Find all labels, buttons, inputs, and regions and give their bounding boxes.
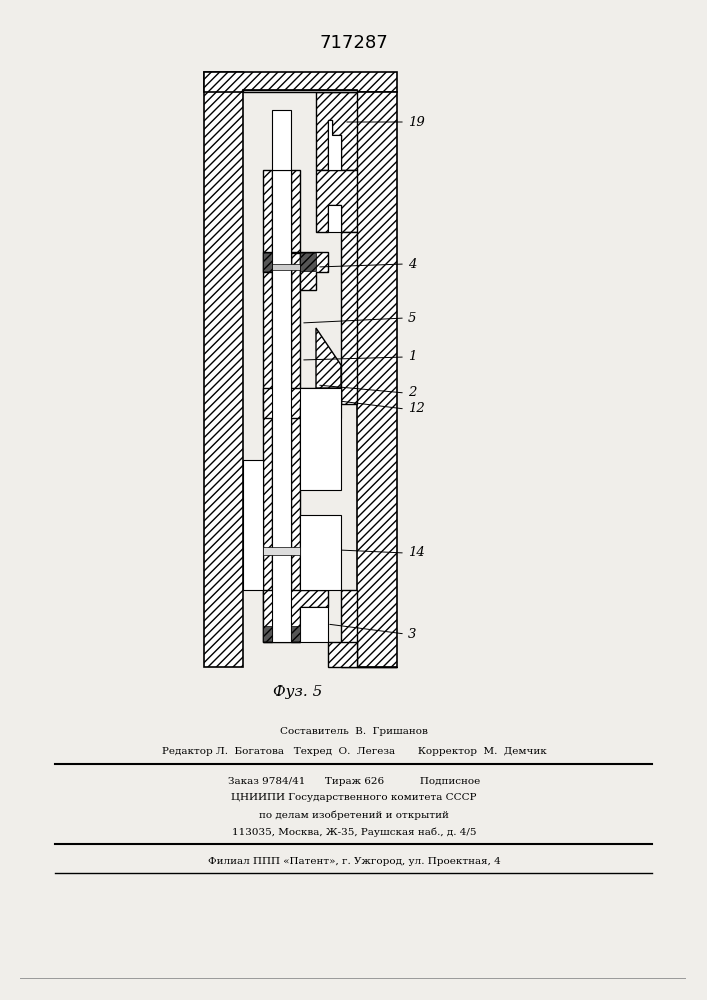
Polygon shape <box>341 590 357 667</box>
Polygon shape <box>300 404 341 418</box>
Text: Составитель  В.  Гришанов: Составитель В. Гришанов <box>280 728 428 736</box>
Text: 717287: 717287 <box>320 34 388 52</box>
Polygon shape <box>243 460 263 590</box>
Polygon shape <box>328 642 397 667</box>
Polygon shape <box>272 264 300 270</box>
Polygon shape <box>316 170 357 232</box>
Text: 5: 5 <box>408 312 416 324</box>
Text: по делам изобретений и открытий: по делам изобретений и открытий <box>259 810 449 820</box>
Polygon shape <box>272 170 291 642</box>
Polygon shape <box>263 170 272 642</box>
Text: Фуз. 5: Фуз. 5 <box>274 685 322 699</box>
Polygon shape <box>272 110 291 170</box>
Polygon shape <box>204 72 243 667</box>
Polygon shape <box>341 232 357 404</box>
Text: 113035, Москва, Ж-35, Раушская наб., д. 4/5: 113035, Москва, Ж-35, Раушская наб., д. … <box>232 827 477 837</box>
Polygon shape <box>328 120 341 170</box>
Polygon shape <box>328 205 341 232</box>
Text: 1: 1 <box>408 351 416 363</box>
Polygon shape <box>263 547 300 555</box>
Polygon shape <box>263 626 272 641</box>
Text: 4: 4 <box>408 257 416 270</box>
Polygon shape <box>300 607 328 642</box>
Text: ЦНИИПИ Государственного комитета СССР: ЦНИИПИ Государственного комитета СССР <box>231 794 477 802</box>
Polygon shape <box>263 590 328 642</box>
Text: Заказ 9784/41      Тираж 626           Подписное: Заказ 9784/41 Тираж 626 Подписное <box>228 776 480 786</box>
Polygon shape <box>316 92 357 170</box>
Text: 19: 19 <box>408 115 425 128</box>
Polygon shape <box>316 328 341 388</box>
Text: 12: 12 <box>408 402 425 416</box>
Polygon shape <box>300 388 341 490</box>
Polygon shape <box>300 515 341 590</box>
Polygon shape <box>291 170 300 642</box>
Text: Филиал ППП «Патент», г. Ужгород, ул. Проектная, 4: Филиал ППП «Патент», г. Ужгород, ул. Про… <box>208 856 501 865</box>
Polygon shape <box>243 90 357 92</box>
Polygon shape <box>300 253 316 271</box>
Polygon shape <box>263 388 341 418</box>
Text: 2: 2 <box>408 386 416 399</box>
Text: Редактор Л.  Богатова   Техред  О.  Легеза       Корректор  М.  Демчик: Редактор Л. Богатова Техред О. Легеза Ко… <box>162 748 547 756</box>
Polygon shape <box>263 253 272 271</box>
Text: 14: 14 <box>408 546 425 560</box>
Polygon shape <box>263 252 328 290</box>
Polygon shape <box>204 72 397 92</box>
Text: 3: 3 <box>408 628 416 641</box>
Polygon shape <box>357 92 397 667</box>
Polygon shape <box>291 626 300 641</box>
